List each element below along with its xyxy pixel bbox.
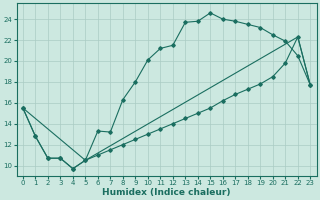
X-axis label: Humidex (Indice chaleur): Humidex (Indice chaleur): [102, 188, 231, 197]
